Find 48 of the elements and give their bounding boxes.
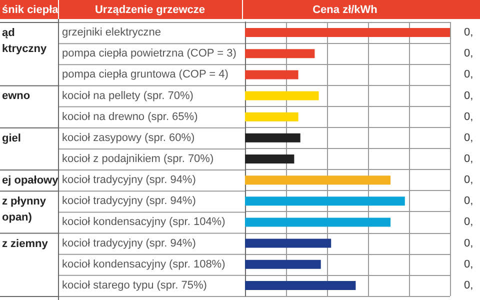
text: ąd ktryczny xyxy=(2,27,48,55)
bar xyxy=(245,196,405,206)
text: z ziemny xyxy=(2,238,49,250)
text: 0, xyxy=(464,48,474,60)
y-axis-title: Urządzenie grzewcze xyxy=(94,4,206,16)
text: z płynny opan) xyxy=(2,196,47,224)
text: 0, xyxy=(464,90,474,102)
y-tick-label: pompa ciepła powietrzna (COP = 3) xyxy=(62,48,236,60)
text: 0, xyxy=(464,132,474,144)
y-tick-label: kocioł z podajnikiem (spr. 70%) xyxy=(62,153,214,165)
text: 0, xyxy=(464,153,474,165)
bar xyxy=(245,70,298,80)
text: 0, xyxy=(464,68,474,81)
bar xyxy=(245,28,450,38)
bar xyxy=(245,238,332,248)
y-tick-label: kocioł kondensacyjny (spr. 104%) xyxy=(62,216,226,228)
y-tick-label: kocioł na pellety (spr. 70%) xyxy=(62,90,194,102)
bar xyxy=(245,218,391,227)
y-tick-label: kocioł na drewno (spr. 65%) xyxy=(62,110,198,123)
y-tick-label: kocioł tradycyjny (spr. 94%) xyxy=(62,195,196,208)
text: 0, xyxy=(464,195,474,208)
text: 0, xyxy=(464,258,474,270)
text: 0, xyxy=(464,237,474,250)
bar xyxy=(245,260,321,269)
y-tick-label: kocioł zasypowy (spr. 60%) xyxy=(62,132,195,144)
text: giel xyxy=(2,132,21,144)
text: 0, xyxy=(464,174,474,186)
y-tick-label: kocioł kondensacyjny (spr. 108%) xyxy=(62,258,226,270)
text: 0, xyxy=(464,216,474,228)
chart-title: Cena zł/kWh xyxy=(312,4,378,16)
y-tick-label: kocioł starego typu (spr. 75%) xyxy=(62,279,207,292)
text: 0, xyxy=(464,279,474,292)
text: ewno xyxy=(2,90,30,102)
y-tick-label: kocioł tradycyjny (spr. 94%) xyxy=(62,237,196,250)
bar xyxy=(245,49,315,58)
text: 0, xyxy=(464,26,474,39)
bar xyxy=(245,133,300,142)
bar xyxy=(245,154,294,164)
text: ej opałowy xyxy=(2,174,60,187)
y-tick-label: grzejniki elektryczne xyxy=(62,26,162,39)
y-tick-label: kocioł tradycyjny (spr. 94%) xyxy=(62,174,196,186)
y-tick-label: pompa ciepła gruntowa (COP = 4) xyxy=(62,68,228,81)
bar xyxy=(245,112,298,122)
bar xyxy=(245,280,356,290)
text: śnik ciepła xyxy=(2,4,60,16)
bar xyxy=(245,176,391,185)
text: 0, xyxy=(464,110,474,123)
bar xyxy=(245,91,319,100)
